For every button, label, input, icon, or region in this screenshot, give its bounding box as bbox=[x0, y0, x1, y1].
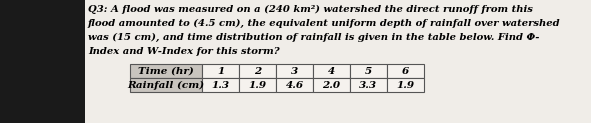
Bar bbox=[313, 78, 350, 92]
Text: Index and W-Index for this storm?: Index and W-Index for this storm? bbox=[88, 47, 280, 56]
Bar bbox=[276, 64, 313, 78]
Text: 1: 1 bbox=[217, 67, 224, 76]
Bar bbox=[387, 64, 424, 78]
Bar bbox=[202, 78, 239, 92]
Text: 5: 5 bbox=[365, 67, 372, 76]
Bar bbox=[239, 78, 276, 92]
Text: was (15 cm), and time distribution of rainfall is given in the table below. Find: was (15 cm), and time distribution of ra… bbox=[88, 33, 540, 42]
Bar bbox=[313, 64, 350, 78]
Bar bbox=[0, 0, 85, 123]
Bar bbox=[130, 78, 202, 92]
Text: 1.3: 1.3 bbox=[212, 80, 229, 90]
Bar bbox=[350, 64, 387, 78]
Text: Rainfall (cm): Rainfall (cm) bbox=[128, 80, 204, 90]
Bar bbox=[387, 78, 424, 92]
Text: Time (hr): Time (hr) bbox=[138, 67, 194, 76]
Text: 2: 2 bbox=[254, 67, 261, 76]
Bar bbox=[202, 64, 239, 78]
Text: 4.6: 4.6 bbox=[285, 80, 304, 90]
Bar bbox=[239, 64, 276, 78]
Text: flood amounted to (4.5 cm), the equivalent uniform depth of rainfall over waters: flood amounted to (4.5 cm), the equivale… bbox=[88, 19, 561, 28]
Bar bbox=[130, 64, 202, 78]
Text: 3.3: 3.3 bbox=[359, 80, 378, 90]
Bar bbox=[350, 78, 387, 92]
Text: 1.9: 1.9 bbox=[248, 80, 267, 90]
Bar bbox=[276, 78, 313, 92]
Text: 2.0: 2.0 bbox=[323, 80, 340, 90]
Text: 4: 4 bbox=[328, 67, 335, 76]
Text: 3: 3 bbox=[291, 67, 298, 76]
Text: Q3: A flood was measured on a (240 km²) watershed the direct runoff from this: Q3: A flood was measured on a (240 km²) … bbox=[88, 5, 533, 14]
Text: 1.9: 1.9 bbox=[397, 80, 414, 90]
Text: 6: 6 bbox=[402, 67, 409, 76]
